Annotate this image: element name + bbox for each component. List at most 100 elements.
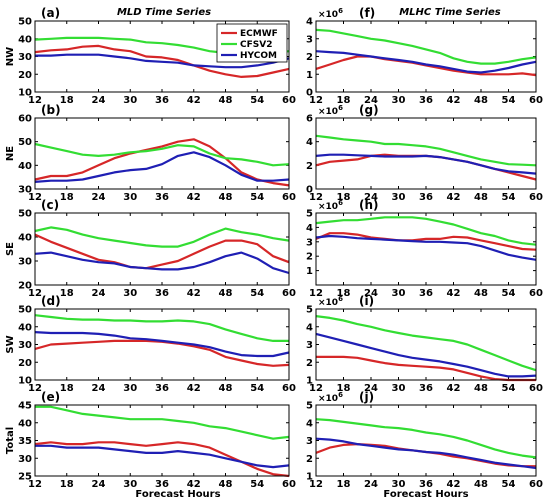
y-tick-label: 5 [306,401,313,412]
series-line-cfsv2 [315,315,537,372]
series-line-hycom [315,332,537,378]
x-tick-label: 18 [337,479,351,490]
y-tick-label: 30 [18,185,32,196]
y-tick-label: 1 [306,70,313,81]
x-tick-label: 48 [474,95,488,106]
series-line-hycom [315,153,537,175]
x-tick-label: 60 [282,479,296,490]
series-line-cfsv2 [315,134,537,167]
series-line-hycom [34,151,290,183]
panel-label: (i) [359,294,374,308]
x-tick-label: 48 [219,288,233,299]
y-tick-label: 40 [18,161,32,172]
plot-frame [315,404,537,477]
x-tick-label: 36 [155,192,169,203]
y-tick-label: 5 [306,305,313,316]
x-tick-label: 42 [447,95,461,106]
panel-label: (e) [41,390,60,404]
x-tick-label: 24 [364,383,378,394]
series-line-ecmwf [34,138,290,187]
series-line-ecmwf [34,44,290,79]
x-tick-label: 48 [474,383,488,394]
panel-c: 12 18 24 30 36 42 48 54 60 20 30 40 50 (c) SE [5,198,296,299]
y-tick-label: 20 [18,70,32,81]
series-line-hycom [315,437,537,470]
x-tick-label: 18 [60,383,74,394]
x-tick-label: 24 [92,192,106,203]
panel-d: 12 18 24 30 36 42 48 54 60 10 20 30 40 50 (d) SW [5,294,296,394]
y-tick-label: 3 [306,436,313,447]
panel-label: (b) [41,103,61,117]
y-axis-label: SE [5,242,16,256]
y-tick-label: 30 [18,340,32,351]
y-tick-label: 45 [18,401,32,412]
series-line-cfsv2 [315,418,537,459]
x-tick-label: 36 [155,479,169,490]
x-tick-label: 24 [92,479,106,490]
x-tick-label: 54 [502,383,516,394]
series-line-ecmwf [315,232,537,251]
y-tick-label: 50 [18,17,32,28]
legend-label-cfsv2: CFSV2 [240,40,272,50]
panel-label: (g) [359,103,379,117]
x-tick-label: 42 [187,479,201,490]
series-line-hycom [315,50,537,74]
x-tick-label: 48 [219,192,233,203]
right-x-axis-label: Forecast Hours [383,489,468,500]
panel-label: (h) [359,198,379,212]
x-tick-label: 54 [250,479,264,490]
y-tick-label: 0 [306,88,313,99]
x-tick-label: 60 [529,288,543,299]
y-tick-label: 6 [306,114,313,125]
y-tick-label: 3 [306,340,313,351]
y-exponent-label: ×106 [318,199,343,212]
x-tick-label: 54 [250,192,264,203]
x-tick-label: 12 [309,383,323,394]
x-tick-label: 60 [282,192,296,203]
x-tick-label: 18 [337,383,351,394]
y-tick-label: 4 [306,322,313,333]
x-tick-label: 30 [392,383,406,394]
x-tick-label: 24 [364,95,378,106]
x-tick-label: 48 [219,95,233,106]
y-tick-label: 4 [306,17,313,28]
series-line-cfsv2 [315,28,537,65]
plot-frame [315,20,537,93]
y-tick-label: 20 [18,281,32,292]
x-tick-label: 42 [187,95,201,106]
y-tick-label: 2 [306,161,313,172]
y-tick-label: 40 [18,34,32,45]
x-tick-label: 30 [392,288,406,299]
x-tick-label: 36 [419,192,433,203]
y-tick-label: 2 [306,252,313,263]
left-x-axis-label: Forecast Hours [135,489,220,500]
plot-frame [315,212,537,286]
x-tick-label: 30 [123,95,137,106]
series-line-ecmwf [34,339,290,367]
series-line-hycom [35,53,290,69]
y-tick-label: 30 [18,454,32,465]
y-tick-label: 10 [18,376,32,387]
x-tick-label: 24 [92,95,106,106]
x-tick-label: 54 [502,288,516,299]
series-line-ecmwf [34,233,290,270]
series-line-cfsv2 [35,405,290,440]
x-tick-label: 24 [92,288,106,299]
y-axis-label: NE [5,146,16,161]
y-tick-label: 1 [306,266,313,277]
y-tick-label: 4 [306,418,313,429]
x-tick-label: 54 [250,288,264,299]
legend-label-hycom: HYCOM [240,51,277,61]
x-tick-label: 48 [474,192,488,203]
x-tick-label: 60 [282,288,296,299]
series-line-ecmwf [316,355,536,382]
x-tick-label: 42 [447,479,461,490]
x-tick-label: 18 [337,192,351,203]
x-tick-label: 18 [60,95,74,106]
series-line-ecmwf [315,55,537,77]
y-axis-label: Total [5,427,16,454]
